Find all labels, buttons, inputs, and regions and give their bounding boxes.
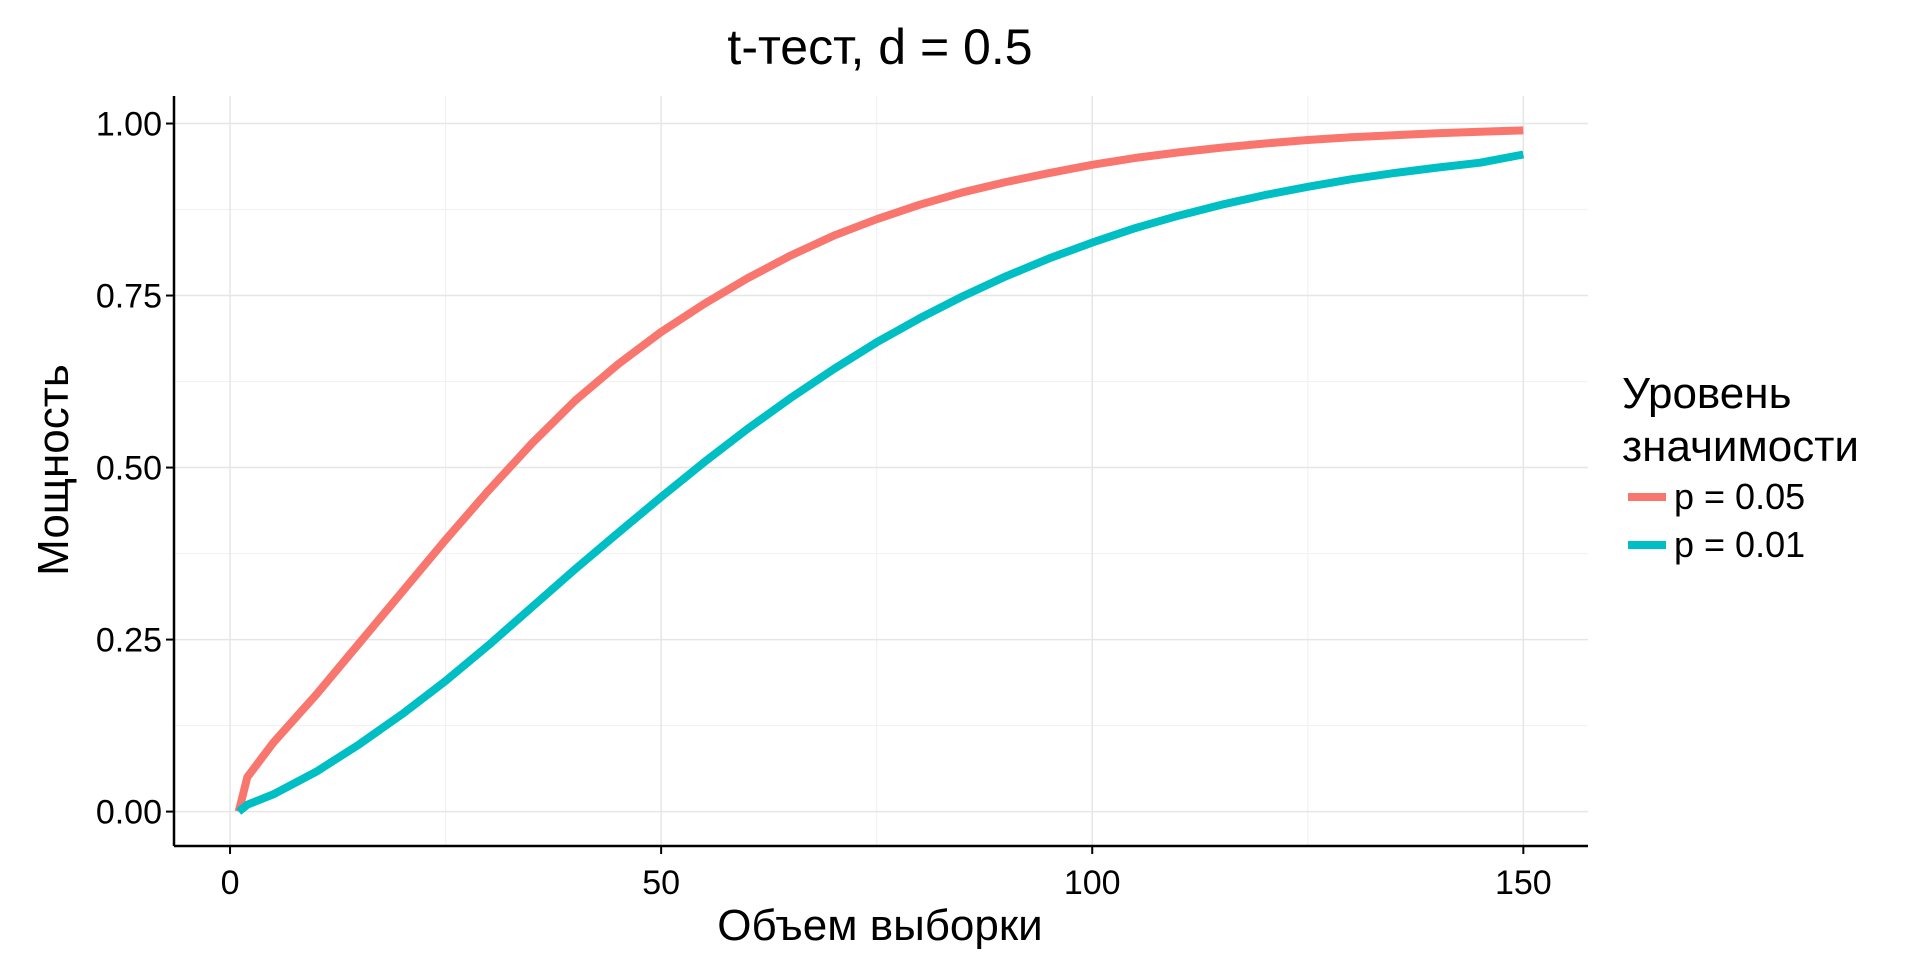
y-axis-label: Мощность — [29, 364, 78, 576]
x-tick-label: 0 — [221, 864, 240, 902]
y-tick-label: 0.50 — [96, 450, 162, 488]
series-line-2 — [236, 150, 1525, 815]
x-tick-label: 150 — [1495, 864, 1552, 902]
series-lines — [234, 126, 1525, 815]
legend-label-2: p = 0.01 — [1674, 524, 1805, 565]
x-tick-label: 100 — [1064, 864, 1121, 902]
y-tick-label: 0.75 — [96, 278, 162, 316]
y-tick-label: 0.25 — [96, 622, 162, 660]
legend-title-line-2: значимости — [1622, 422, 1859, 471]
legend-items: p = 0.05 p = 0.01 — [1628, 476, 1805, 565]
series-line-1 — [234, 126, 1524, 813]
grid-lines — [174, 96, 1588, 846]
x-tick-label: 50 — [642, 864, 680, 902]
y-tick-label: 0.00 — [96, 794, 162, 832]
tick-labels: 0 50 100 150 0.00 0.25 0.50 0.75 1.00 — [96, 106, 1552, 902]
legend-title-line-1: Уровень — [1622, 369, 1792, 418]
legend-label-1: p = 0.05 — [1674, 476, 1805, 517]
axes — [172, 96, 1588, 848]
y-tick-label: 1.00 — [96, 106, 162, 144]
chart-title: t-тест, d = 0.5 — [727, 19, 1032, 75]
x-axis-label: Объем выборки — [717, 901, 1042, 950]
legend: Уровень значимости p = 0.05 p = 0.01 — [1622, 369, 1859, 565]
